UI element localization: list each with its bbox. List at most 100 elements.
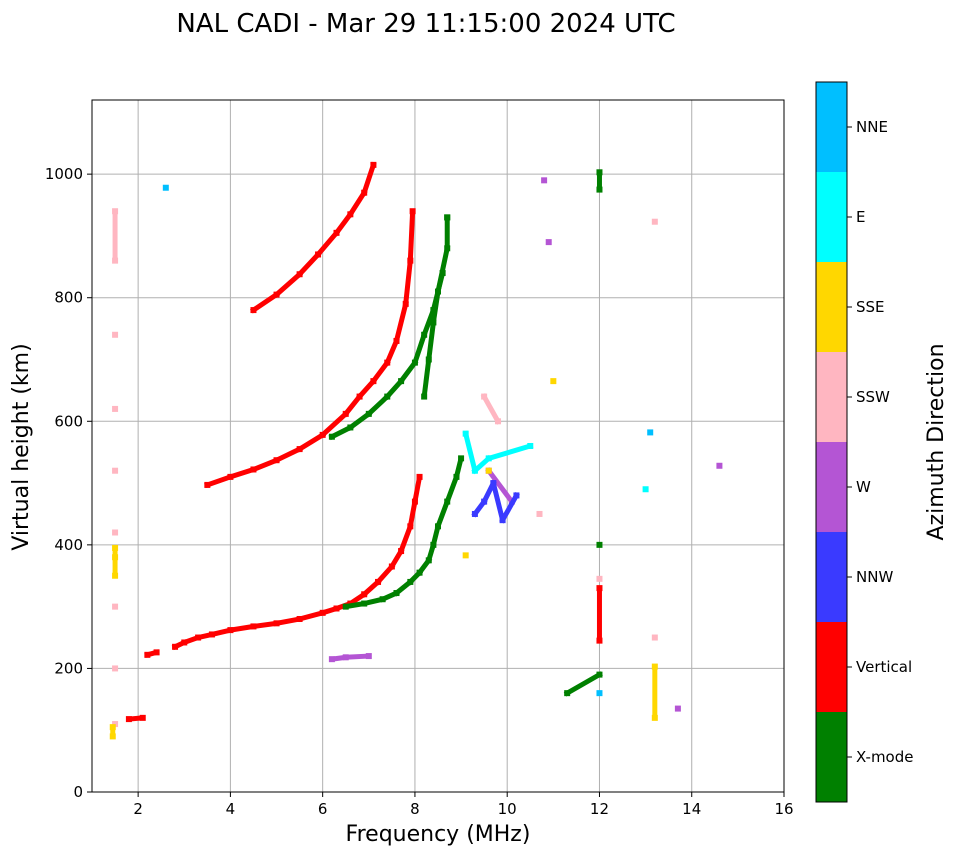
echo-point-ssw-6-6 bbox=[112, 331, 119, 338]
echo-point-ssw-6-1 bbox=[112, 665, 119, 672]
echo-trace-segment-vertical bbox=[227, 466, 257, 481]
echo-point-ssw-14-3 bbox=[596, 575, 603, 582]
echo-point-x-mode-15-1 bbox=[596, 671, 603, 678]
echo-trace-segment-nnw bbox=[499, 492, 520, 524]
x-tick-label: 14 bbox=[682, 800, 701, 818]
echo-point-x-mode-1-11 bbox=[458, 455, 465, 462]
echo-point-vertical-16-1 bbox=[596, 637, 603, 644]
echo-point-e-12-4 bbox=[642, 486, 649, 493]
echo-point-ssw-6-0 bbox=[112, 721, 119, 728]
x-tick-label: 6 bbox=[318, 800, 328, 818]
colorbar-category-label: Vertical bbox=[856, 658, 912, 676]
echo-trace-segment-vertical bbox=[333, 210, 354, 237]
echo-trace-segment-x-mode bbox=[430, 288, 441, 326]
echo-trace-segment-vertical bbox=[383, 337, 400, 366]
echo-trace-segment-x-mode bbox=[420, 306, 437, 339]
colorbar-segment-ssw bbox=[816, 352, 847, 442]
echo-point-vertical-2-13 bbox=[409, 208, 416, 215]
echo-trace-segment-vertical bbox=[296, 431, 327, 453]
y-tick-label: 600 bbox=[54, 412, 83, 430]
grid bbox=[92, 100, 785, 793]
echo-trace-segment-x-mode bbox=[425, 319, 437, 363]
echo-trace-segment-vertical bbox=[250, 620, 280, 630]
echo-trace-segment-vertical bbox=[402, 257, 414, 307]
echo-trace-segment-e bbox=[462, 430, 478, 474]
colorbar-segment-sse bbox=[816, 262, 847, 352]
x-tick-label: 4 bbox=[226, 800, 236, 818]
echo-trace-segment-x-mode bbox=[434, 498, 451, 530]
data-marks bbox=[109, 161, 723, 740]
echo-trace-segment-x-mode bbox=[361, 596, 386, 607]
colorbar-category-label: X-mode bbox=[856, 748, 913, 766]
echo-trace-segment-vertical bbox=[369, 359, 391, 385]
colorbar-segment-vertical bbox=[816, 622, 847, 712]
echo-trace-segment-x-mode bbox=[342, 600, 368, 610]
echo-trace-segment-x-mode bbox=[435, 245, 451, 295]
y-tick-label: 0 bbox=[73, 783, 83, 801]
y-axis-ticks: 0 200 400 600 800 1000 bbox=[45, 165, 92, 801]
echo-trace-segment-x-mode bbox=[430, 523, 442, 548]
x-axis-ticks: 2 4 6 8 10 12 14 16 bbox=[133, 792, 794, 818]
echo-trace-segment-vertical bbox=[208, 627, 234, 638]
colorbar-category-label: W bbox=[856, 478, 871, 496]
echo-point-ssw-14-2 bbox=[536, 510, 543, 517]
echo-trace-segment-vertical bbox=[407, 498, 418, 530]
echo-point-x-mode-5-5 bbox=[444, 214, 451, 221]
echo-point-vertical-8-3 bbox=[153, 649, 160, 656]
echo-point-w-10-8 bbox=[674, 705, 681, 712]
echo-trace-segment-x-mode bbox=[453, 455, 465, 480]
echo-trace-segment-x-mode bbox=[411, 331, 428, 366]
echo-point-ssw-6-3 bbox=[112, 529, 119, 536]
colorbar-segment-x-mode bbox=[816, 712, 847, 802]
echo-point-w-10-7 bbox=[716, 462, 723, 469]
plot-area-frame bbox=[91, 99, 785, 793]
echo-point-e-12-3 bbox=[527, 443, 534, 449]
echo-trace-segment-vertical bbox=[296, 609, 326, 623]
x-axis-label: Frequency (MHz) bbox=[346, 822, 531, 847]
echo-trace-segment-vertical bbox=[407, 208, 416, 264]
echo-trace-segment-x-mode bbox=[346, 410, 373, 431]
colorbar-segment-nne bbox=[816, 82, 847, 172]
echo-trace-segment-vertical bbox=[273, 616, 303, 627]
echo-trace-segment-x-mode bbox=[397, 359, 419, 385]
y-tick-label: 200 bbox=[54, 659, 83, 677]
echo-point-nne-9-0 bbox=[162, 184, 169, 191]
echo-trace-segment-vertical bbox=[397, 523, 414, 555]
x-tick-label: 2 bbox=[133, 800, 143, 818]
colorbar-category-label: NNE bbox=[856, 118, 888, 136]
echo-point-w-10-5 bbox=[541, 177, 548, 184]
echo-point-w-10-2 bbox=[365, 653, 372, 660]
echo-point-ssw-14-5 bbox=[651, 218, 658, 225]
echo-trace-segment-w bbox=[343, 653, 372, 660]
echo-point-sse-7-1 bbox=[109, 724, 116, 731]
echo-point-nnw-11-4 bbox=[513, 492, 520, 499]
echo-trace-segment-x-mode bbox=[444, 473, 460, 505]
echo-point-ssw-6-4 bbox=[112, 467, 119, 474]
echo-point-vertical-8-1 bbox=[139, 714, 146, 721]
echo-trace-segment-vertical bbox=[249, 291, 281, 314]
echo-trace-segment-vertical bbox=[250, 456, 280, 473]
colorbar-frame bbox=[815, 81, 848, 803]
colorbar-segment-nnw bbox=[816, 532, 847, 622]
echo-trace-segment-vertical bbox=[273, 270, 304, 299]
colorbar-category-label: SSE bbox=[856, 298, 885, 316]
echo-point-ssw-6-2 bbox=[112, 603, 119, 610]
echo-trace-segment-vertical bbox=[346, 189, 368, 218]
echo-trace-segment-vertical bbox=[296, 250, 322, 278]
echo-point-nne-9-2 bbox=[647, 429, 654, 436]
x-tick-label: 10 bbox=[498, 800, 517, 818]
chart-title: NAL CADI - Mar 29 11:15:00 2024 UTC bbox=[176, 9, 675, 39]
echo-point-w-10-6 bbox=[545, 239, 552, 246]
echo-point-sse-13-1 bbox=[485, 467, 492, 474]
echo-point-sse-13-2 bbox=[550, 378, 557, 385]
echo-point-ssw-6-8 bbox=[112, 208, 119, 215]
colorbar: X-mode Vertical NNW W SSW SSE E NNE bbox=[815, 81, 913, 803]
colorbar-segment-w bbox=[816, 442, 847, 532]
echo-trace-segment-vertical bbox=[412, 473, 423, 505]
colorbar-category-label: E bbox=[856, 208, 865, 226]
x-tick-label: 8 bbox=[410, 800, 420, 818]
echo-trace-segment-x-mode bbox=[365, 393, 391, 418]
echo-point-ssw-14-4 bbox=[651, 634, 658, 641]
echo-trace-segment-vertical bbox=[314, 229, 341, 258]
